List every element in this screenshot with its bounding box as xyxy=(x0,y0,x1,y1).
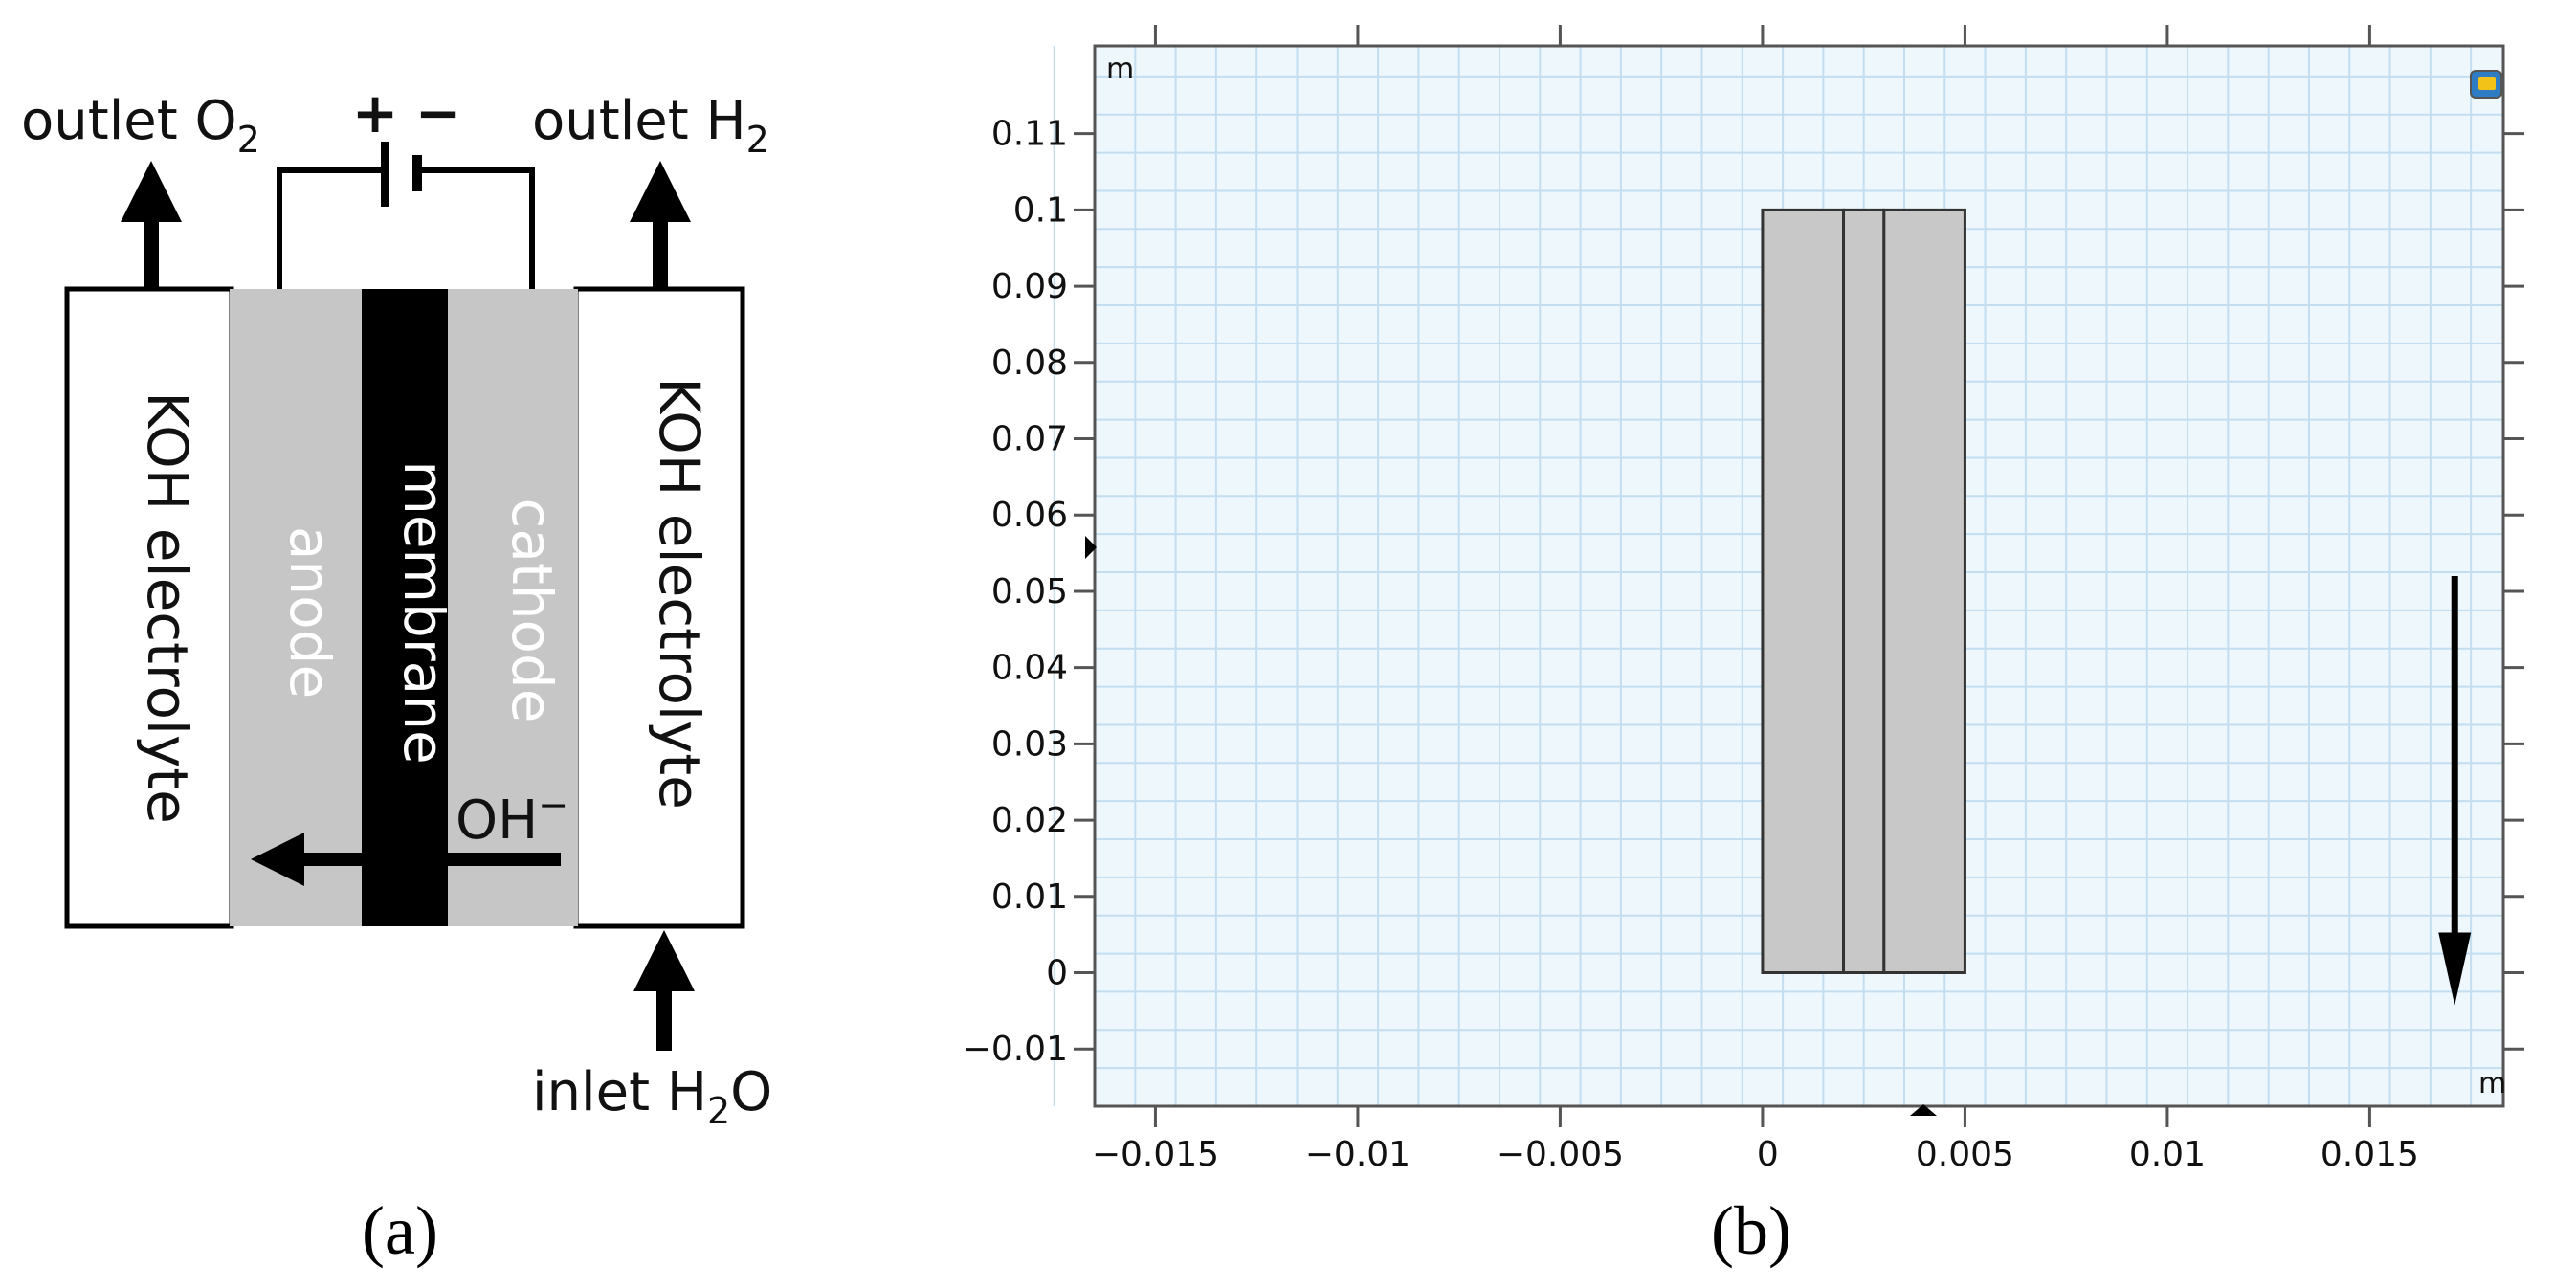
axis-ticks xyxy=(1074,25,2524,1127)
right-electrolyte-chamber xyxy=(573,286,745,929)
wire-right xyxy=(419,167,535,289)
y-tick-label: 0.08 xyxy=(991,344,1068,383)
panel-a-caption: (a) xyxy=(362,1192,438,1269)
koh-electrolyte-left-label: KOH electrolyte xyxy=(135,391,200,824)
x-tick-label: −0.01 xyxy=(1305,1135,1410,1174)
y-tick-label: 0.05 xyxy=(991,572,1068,611)
cathode-layer xyxy=(448,289,578,926)
flow-direction-arrow xyxy=(2438,576,2472,1006)
membrane-layer xyxy=(362,289,448,926)
y-tick-labels: 0.11 0.1 0.09 0.08 0.07 0.06 0.05 0.04 0.03 0.02 0… xyxy=(963,115,1068,1070)
anode-label: anode xyxy=(278,526,343,699)
y-tick-label: −0.01 xyxy=(963,1030,1068,1069)
x-tick-label: −0.015 xyxy=(1092,1135,1219,1174)
domain-rect xyxy=(1761,208,1846,975)
x-tick-label: −0.005 xyxy=(1497,1135,1624,1174)
y-tick-label: 0.11 xyxy=(991,115,1068,154)
plot-frame xyxy=(1093,44,2505,1108)
hydroxide-label: OH− xyxy=(455,784,568,852)
panel-b-geometry-plot: −0.015 −0.01 −0.005 0 0.005 0.01 0.015 0.110.1… xyxy=(963,25,2524,1269)
x-tick-label: 0 xyxy=(1757,1135,1779,1174)
y-axis-marker-icon xyxy=(1085,536,1097,559)
anode-layer xyxy=(230,289,362,926)
grid-lines xyxy=(1053,46,2503,1107)
outlet-o2-label: outlet O2 xyxy=(21,90,260,161)
cell-domains xyxy=(1761,208,1966,975)
panel-b-caption: (b) xyxy=(1711,1192,1791,1269)
x-tick-label: 0.01 xyxy=(2129,1135,2206,1174)
view-cube-icon[interactable] xyxy=(2470,70,2502,99)
unit-label-top-left: m xyxy=(1106,53,1134,86)
arrow-head xyxy=(2438,932,2472,1006)
y-tick-label: 0.02 xyxy=(991,801,1068,840)
domain-rect xyxy=(1842,208,1886,975)
y-tick-label: 0.1 xyxy=(1013,190,1068,230)
outlet-h2-label: outlet H2 xyxy=(532,90,769,161)
x-tick-label: 0.005 xyxy=(1916,1135,2014,1174)
membrane-label: membrane xyxy=(391,460,456,764)
x-axis-marker-icon xyxy=(1910,1104,1937,1116)
x-tick-labels: −0.015 −0.01 −0.005 0 0.005 0.01 0.015 xyxy=(1092,1135,2419,1174)
wire-left xyxy=(277,167,383,289)
minus-sign: − xyxy=(415,80,462,145)
y-tick-label: 0.09 xyxy=(991,267,1068,306)
inlet-h2o-label: inlet H2O xyxy=(532,1061,772,1132)
left-electrolyte-chamber xyxy=(64,286,234,929)
koh-electrolyte-right-label: KOH electrolyte xyxy=(647,377,712,810)
y-tick-label: 0 xyxy=(1046,954,1068,993)
y-tick-label: 0.03 xyxy=(991,724,1068,764)
plus-sign: + xyxy=(352,80,399,145)
cathode-label: cathode xyxy=(500,499,565,723)
panel-a-electrolyzer-schematic: KOH electrolyte KOH electrolyte anode me… xyxy=(21,80,772,1269)
y-tick-label: 0.01 xyxy=(991,877,1068,917)
y-tick-label: 0.04 xyxy=(991,649,1068,688)
y-tick-label: 0.06 xyxy=(991,496,1068,535)
x-tick-label: 0.015 xyxy=(2321,1135,2419,1174)
y-tick-label: 0.07 xyxy=(991,420,1068,459)
unit-label-bottom-right: m xyxy=(2478,1067,2506,1100)
domain-rect xyxy=(1882,208,1966,975)
